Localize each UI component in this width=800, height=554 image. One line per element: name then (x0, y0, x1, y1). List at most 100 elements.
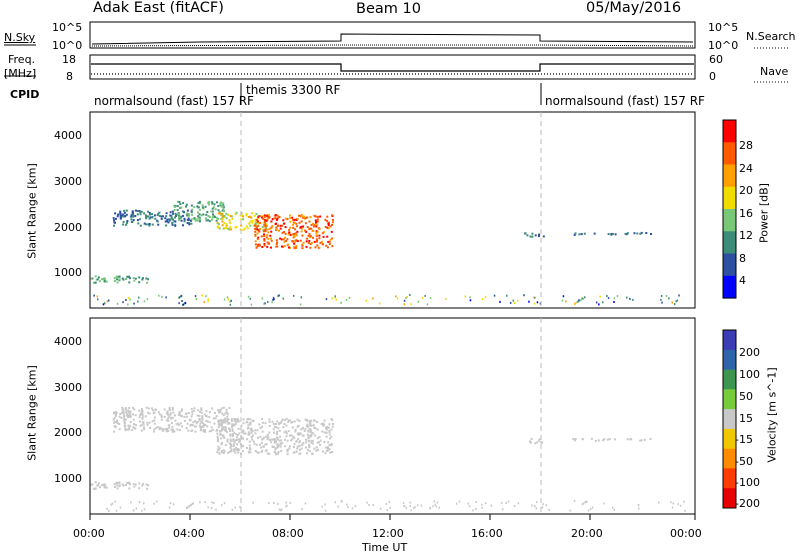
heatmap-cell (331, 245, 334, 248)
heatmap-cell (141, 484, 144, 487)
heatmap-cell (147, 278, 150, 281)
heatmap-cell (248, 440, 251, 443)
heatmap-cell (103, 486, 106, 489)
heatmap-cell (530, 437, 533, 440)
heatmap-cell (176, 205, 179, 208)
heatmap-cell (201, 418, 204, 421)
heatmap-cell (211, 428, 214, 431)
heatmap-cell (219, 437, 222, 440)
heatmap-cell (158, 211, 161, 214)
heatmap-cell (194, 425, 197, 428)
heatmap-cell (265, 435, 267, 438)
heatmap-cell (280, 238, 283, 241)
heatmap-cell (221, 205, 224, 208)
heatmap-cell (285, 240, 287, 242)
heatmap-cell (97, 298, 99, 301)
heatmap-cell (574, 232, 577, 235)
heatmap-cell (139, 211, 142, 214)
heatmap-cell (607, 297, 610, 300)
heatmap-cell (409, 505, 411, 507)
heatmap-cell (129, 420, 132, 423)
heatmap-cell (327, 426, 330, 429)
heatmap-cell (271, 445, 274, 448)
heatmap-cell (311, 439, 314, 442)
heatmap-cell (142, 423, 145, 426)
heatmap-cell (205, 295, 207, 298)
heatmap-cell (254, 240, 257, 243)
heatmap-cell (516, 299, 519, 302)
heatmap-cell (295, 222, 298, 225)
heatmap-cell (171, 426, 174, 429)
heatmap-cell (291, 233, 294, 236)
heatmap-cell (178, 219, 181, 222)
heatmap-cell (153, 422, 156, 425)
heatmap-cell (279, 224, 282, 227)
heatmap-cell (236, 434, 239, 436)
heatmap-cell (198, 208, 201, 211)
heatmap-cell (197, 217, 200, 219)
heatmap-cell (321, 240, 323, 243)
heatmap-cell (254, 235, 257, 237)
velocity-heatmap-marks (90, 406, 686, 512)
heatmap-cell (310, 441, 313, 444)
heatmap-cell (251, 438, 253, 441)
heatmap-cell (113, 224, 115, 227)
heatmap-cell (228, 407, 231, 409)
x-ticks (89, 514, 696, 520)
heatmap-cell (318, 441, 320, 444)
heatmap-cell (305, 438, 307, 441)
heatmap-cell (230, 448, 233, 451)
colorbar-swatch (723, 349, 736, 371)
heatmap-cell (311, 452, 314, 455)
heatmap-cell (164, 217, 167, 220)
heatmap-cell (261, 425, 264, 428)
heatmap-cell (181, 300, 183, 302)
heatmap-cell (258, 423, 261, 426)
heatmap-cell (296, 418, 299, 421)
heatmap-cell (292, 445, 295, 448)
heatmap-cell (143, 222, 146, 225)
heatmap-cell (259, 427, 262, 430)
heatmap-cell (237, 420, 240, 423)
heatmap-cell (207, 215, 210, 218)
heatmap-cell (125, 223, 128, 226)
heatmap-cell (340, 500, 342, 503)
heatmap-cell (293, 242, 296, 245)
heatmap-cell (203, 301, 205, 304)
heatmap-cell (250, 216, 253, 219)
heatmap-cell (331, 451, 334, 453)
heatmap-cell (330, 230, 333, 233)
heatmap-cell (149, 213, 151, 216)
heatmap-cell (395, 295, 397, 298)
heatmap-cell (580, 233, 583, 236)
heatmap-cell (276, 218, 278, 221)
heatmap-cell (315, 221, 317, 224)
heatmap-cell (208, 201, 211, 204)
heatmap-cell (284, 445, 287, 448)
heatmap-cell (289, 226, 292, 229)
heatmap-cell (158, 413, 161, 416)
colorbar-frame (722, 119, 737, 299)
heatmap-cell (143, 508, 146, 511)
heatmap-cell (472, 509, 474, 512)
heatmap-cell (222, 208, 225, 210)
heatmap-cell (241, 450, 244, 453)
heatmap-cell (128, 425, 131, 427)
heatmap-cell (416, 504, 419, 507)
heatmap-cell (183, 220, 186, 223)
heatmap-cell (226, 413, 229, 416)
heatmap-cell (310, 241, 313, 244)
heatmap-cell (320, 423, 323, 425)
heatmap-cell (110, 503, 112, 506)
heatmap-cell (221, 442, 223, 444)
heatmap-cell (114, 221, 116, 224)
heatmap-cell (223, 222, 226, 225)
heatmap-cell (268, 216, 271, 219)
heatmap-cell (263, 235, 266, 237)
heatmap-cell (276, 430, 279, 433)
heatmap-cell (306, 237, 309, 240)
heatmap-cell (314, 215, 317, 218)
heatmap-cell (221, 212, 224, 215)
heatmap-cell (319, 241, 322, 244)
heatmap-cell (315, 446, 318, 449)
